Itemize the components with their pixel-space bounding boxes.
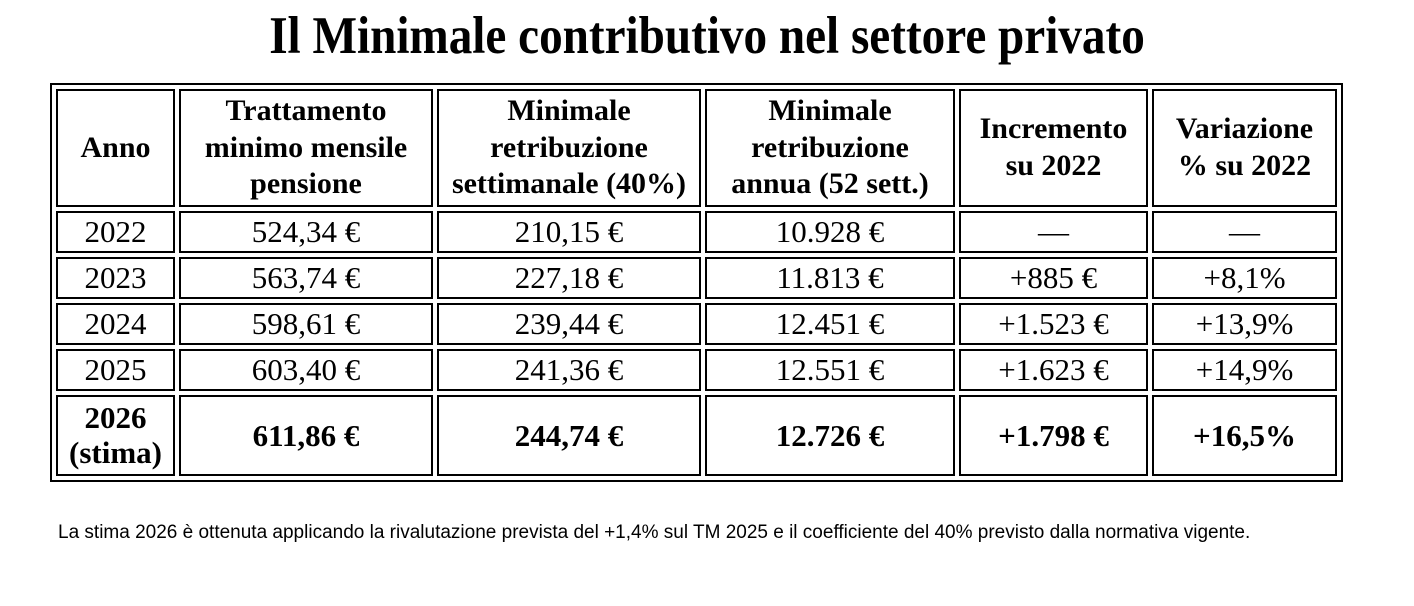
cell-trattamento: 611,86 € <box>179 394 433 476</box>
cell-trattamento: 524,34 € <box>179 210 433 253</box>
cell-anno: 2022 <box>56 210 175 253</box>
cell-settimanale: 227,18 € <box>437 256 701 299</box>
cell-annua: 12.551 € <box>705 348 955 391</box>
cell-anno: 2024 <box>56 302 175 345</box>
cell-trattamento: 598,61 € <box>179 302 433 345</box>
table-row-2023: 2023 563,74 € 227,18 € 11.813 € +885 € +… <box>56 256 1337 299</box>
contribution-table: Anno Trattamento minimo mensile pensione… <box>50 82 1343 482</box>
cell-annua: 11.813 € <box>705 256 955 299</box>
table-row-2025: 2025 603,40 € 241,36 € 12.551 € +1.623 €… <box>56 348 1337 391</box>
cell-settimanale: 239,44 € <box>437 302 701 345</box>
cell-annua: 10.928 € <box>705 210 955 253</box>
table-row-2022: 2022 524,34 € 210,15 € 10.928 € — — <box>56 210 1337 253</box>
cell-trattamento: 563,74 € <box>179 256 433 299</box>
col-header-incremento: Incremento su 2022 <box>959 88 1148 207</box>
cell-variazione: +13,9% <box>1152 302 1337 345</box>
cell-variazione: +14,9% <box>1152 348 1337 391</box>
cell-variazione: +8,1% <box>1152 256 1337 299</box>
table-header-row: Anno Trattamento minimo mensile pensione… <box>56 88 1337 207</box>
cell-settimanale: 210,15 € <box>437 210 701 253</box>
cell-anno: 2023 <box>56 256 175 299</box>
col-header-anno: Anno <box>56 88 175 207</box>
col-header-variazione: Variazione % su 2022 <box>1152 88 1337 207</box>
page-title: Il Minimale contributivo nel settore pri… <box>269 7 1145 65</box>
cell-settimanale: 244,74 € <box>437 394 701 476</box>
footnote: La stima 2026 è ottenuta applicando la r… <box>58 521 1251 543</box>
cell-annua: 12.451 € <box>705 302 955 345</box>
table-row-2026-stima: 2026 (stima) 611,86 € 244,74 € 12.726 € … <box>56 394 1337 476</box>
cell-annua: 12.726 € <box>705 394 955 476</box>
col-header-annua: Minimale retribuzione annua (52 sett.) <box>705 88 955 207</box>
cell-variazione: +16,5% <box>1152 394 1337 476</box>
document-page: Il Minimale contributivo nel settore pri… <box>0 6 1414 606</box>
cell-incremento: +1.623 € <box>959 348 1148 391</box>
cell-anno: 2026 (stima) <box>56 394 175 476</box>
cell-variazione: — <box>1152 210 1337 253</box>
cell-anno: 2025 <box>56 348 175 391</box>
cell-incremento: +885 € <box>959 256 1148 299</box>
table-row-2024: 2024 598,61 € 239,44 € 12.451 € +1.523 €… <box>56 302 1337 345</box>
col-header-settimanale: Minimale retribuzione settimanale (40%) <box>437 88 701 207</box>
cell-incremento: — <box>959 210 1148 253</box>
cell-trattamento: 603,40 € <box>179 348 433 391</box>
cell-settimanale: 241,36 € <box>437 348 701 391</box>
cell-incremento: +1.523 € <box>959 302 1148 345</box>
col-header-trattamento: Trattamento minimo mensile pensione <box>179 88 433 207</box>
cell-incremento: +1.798 € <box>959 394 1148 476</box>
